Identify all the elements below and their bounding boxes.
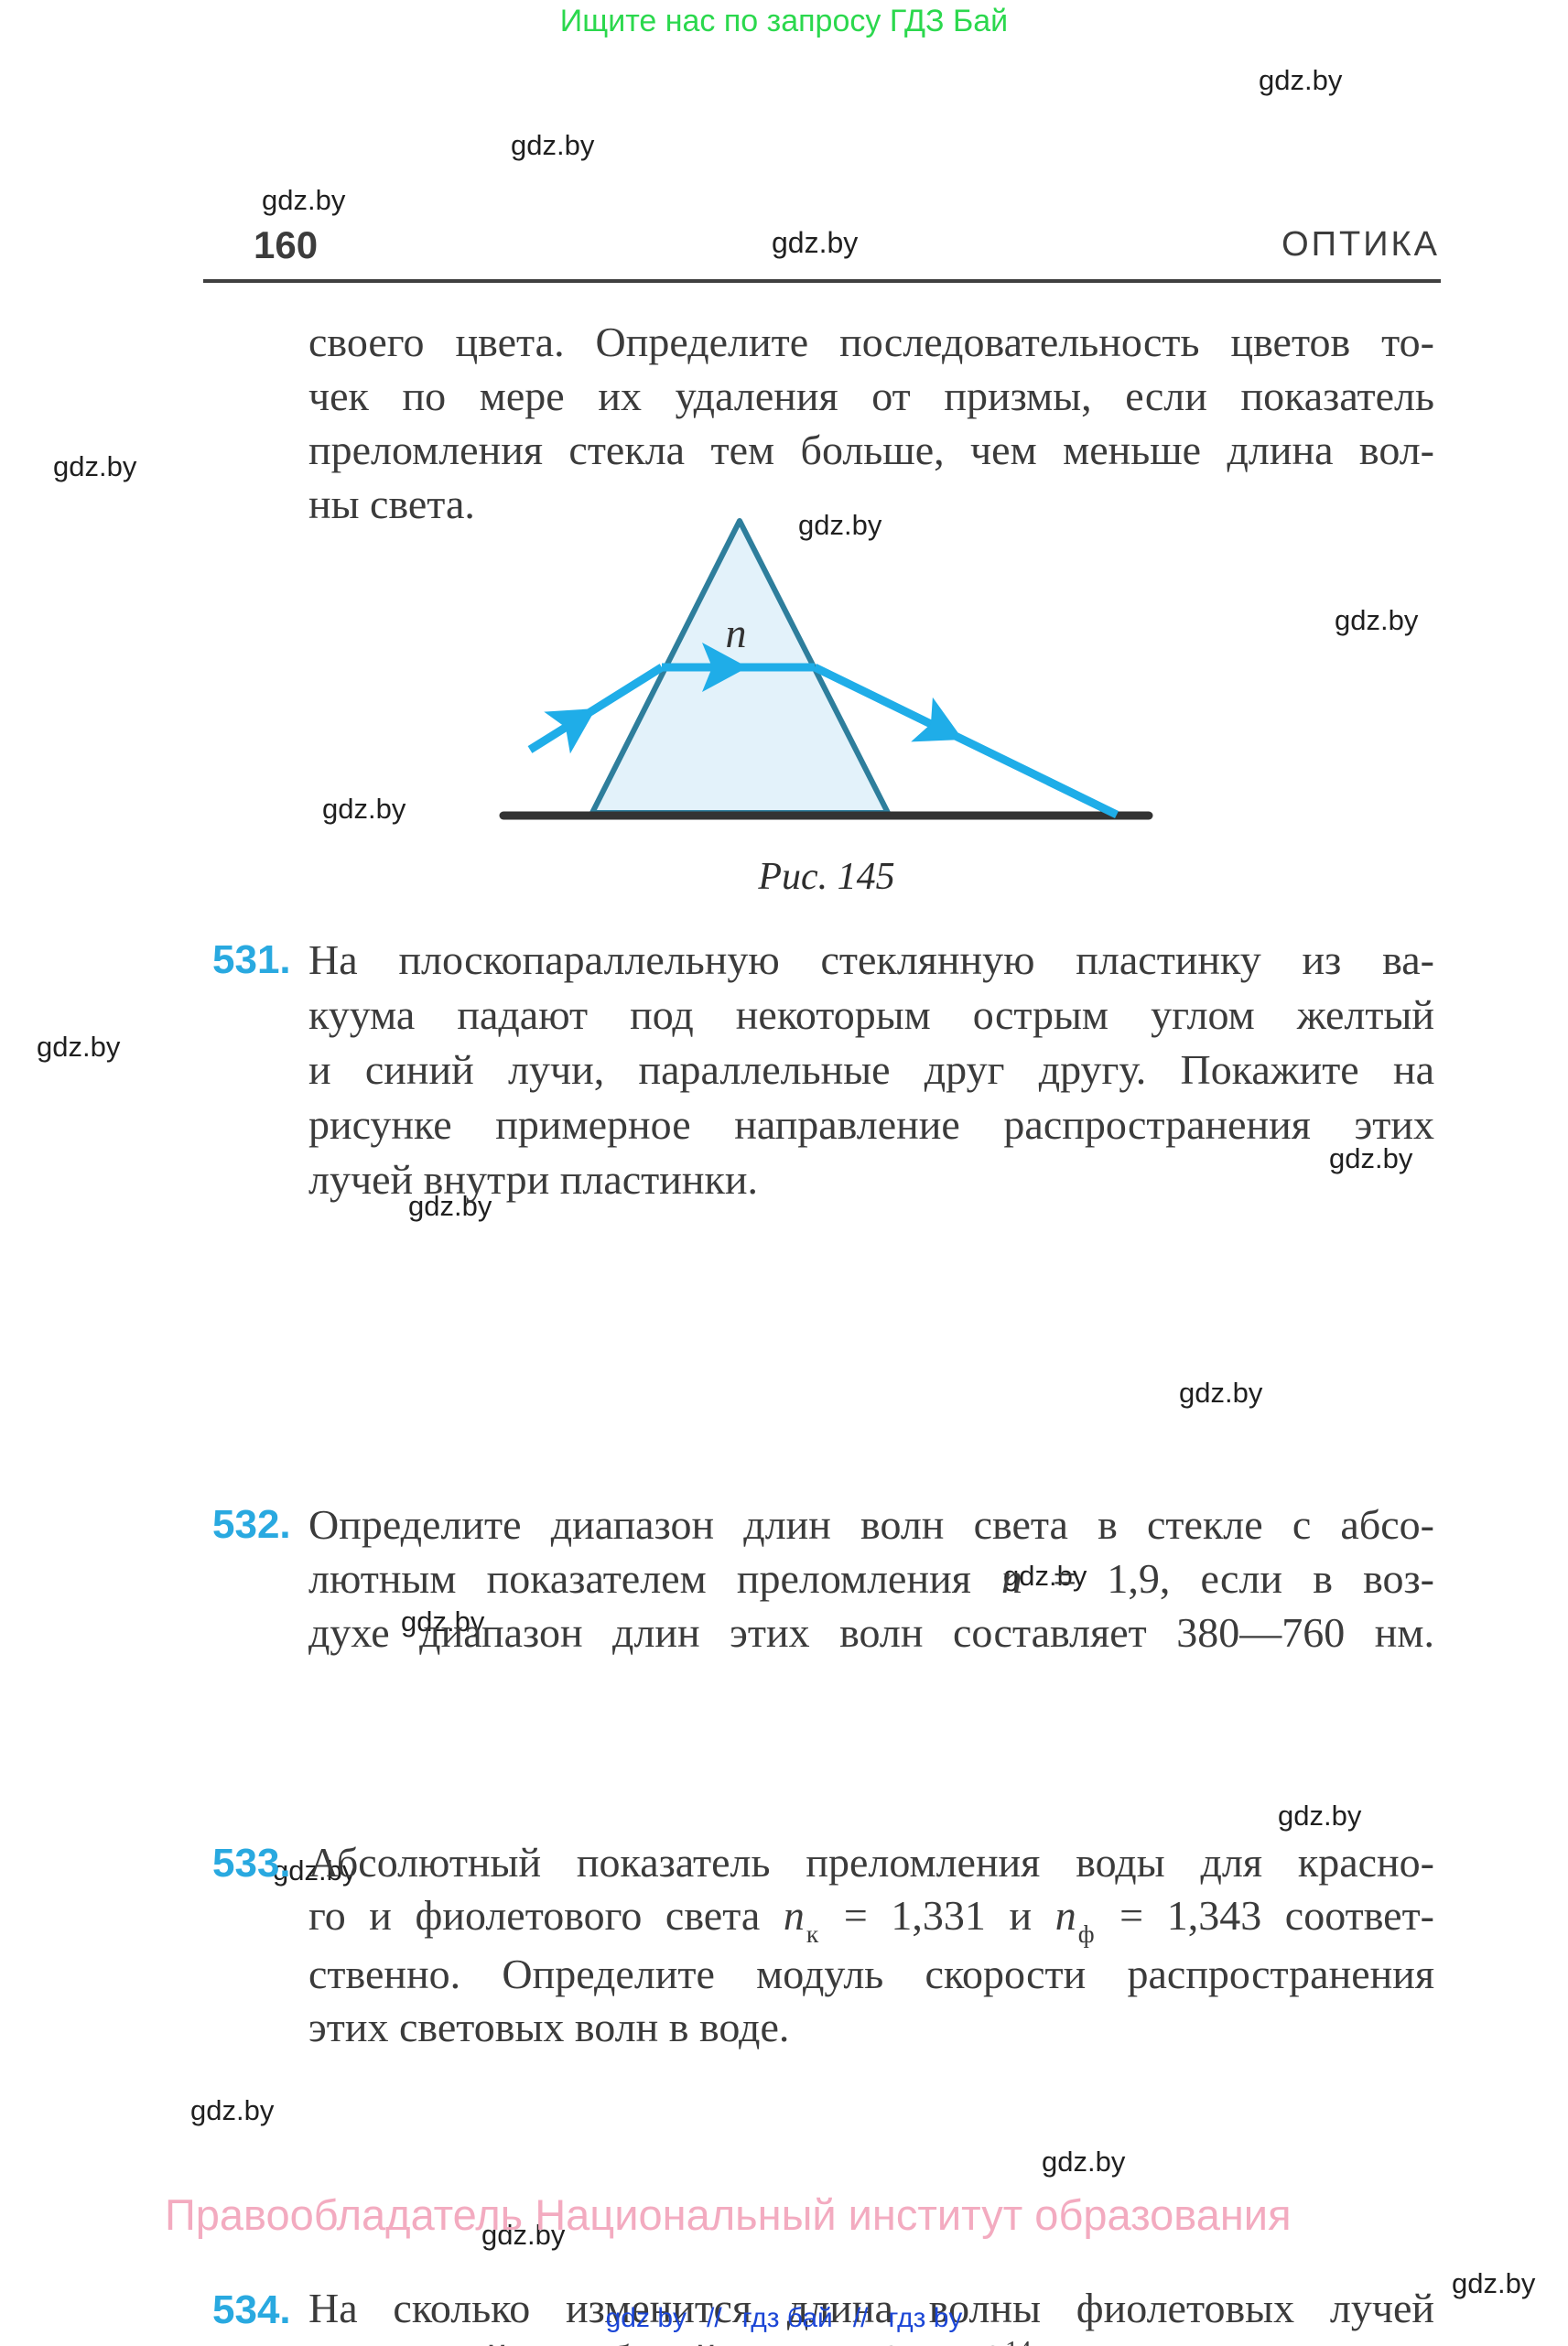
math-subscript: к [806,1919,819,1949]
text-line: рисунке примерное направление распростра… [308,1101,1434,1148]
gdz-watermark: gdz.by [322,793,406,825]
gdz-watermark: gdz.by [408,1190,492,1222]
gdz-watermark: gdz.by [401,1605,485,1638]
text-line: своего цвета. Определите последовательно… [308,319,1434,365]
gdz-link[interactable]: гдз бай [741,2303,833,2333]
gdz-watermark: gdz.by [772,226,859,259]
math-subscript: ф [1077,1919,1095,1949]
text-line: преломления стекла тем больше, чем меньш… [308,427,1434,473]
text-line: Определите диапазон длин волн света в ст… [308,1501,1434,1548]
top-banner-text: Ищите нас по запросу ГДЗ Бай [559,4,1009,38]
text-segment: = 1,331 и [820,1892,1055,1939]
text-line: духе диапазон длин этих волн составляет … [308,1609,1434,1656]
text-line: этих световых волн в воде. [308,2004,790,2050]
gdz-watermark: gdz.by [1259,64,1343,96]
copyright-notice: Правообладатель Национальный институт об… [165,2190,1292,2239]
text-line: и синий лучи, параллельные друг другу. П… [308,1046,1434,1093]
section-title: ОПТИКА [1281,225,1440,264]
refraction-index-label: n [726,610,747,656]
gdz-watermark: gdz.by [798,509,882,541]
intro-paragraph: своего цвета. Определите последовательно… [308,315,1434,531]
math-variable: n [783,1892,805,1939]
refracted-ray [813,663,1119,819]
text-segment: го и фиолетового света [308,1892,784,1939]
text-line: го и фиолетового света nк = 1,331 и nф =… [308,1889,1434,1948]
header-rule [203,279,1441,283]
text-segment: Гц при переходе из [1032,2336,1434,2346]
problem-number: 534. [212,2287,291,2332]
gdz-link[interactable]: gdz by [605,2303,687,2333]
math-superscript: 14 [1005,2337,1032,2346]
text-segment: с частотой колебаний [308,2336,740,2346]
text-segment: = 7,50 · 10 [759,2336,1003,2346]
text-line: ственно. Определите модуль скорости расп… [308,1951,1434,1997]
arrowhead-icon [911,697,963,742]
text-line: лютным показателем преломления n = 1,9, … [308,1551,1434,1605]
text-line: с частотой колебаний ν = 7,50 · 1014 Гц … [308,2334,1434,2346]
gdz-watermark: gdz.by [1179,1377,1263,1409]
gdz-watermark: gdz.by [53,450,137,482]
bottom-links: gdz by // гдз бай // гдз by [0,2303,1568,2334]
text-segment: лютным показателем преломления [308,1555,1002,1602]
gdz-watermark: gdz.by [190,2094,275,2126]
figure-caption: Рис. 145 [758,856,895,898]
problem-534: 534. На сколько изменится длина волны фи… [212,2283,1434,2346]
problem-number: 533. [212,1841,291,1886]
problem-number: 532. [212,1502,291,1547]
text-segment: = 1,343 соответ- [1096,1892,1435,1939]
problem-531: 531. На плоскопараллельную стеклянную пл… [212,933,1434,1207]
text-line: лучей внутри пластинки. [308,1156,758,1203]
gdz-watermark: gdz.by [37,1031,121,1063]
gdz-watermark: gdz.by [1452,2267,1536,2299]
gdz-link[interactable]: гдз by [888,2303,963,2333]
text-line: чек по мере их удаления от призмы, если … [308,373,1434,419]
gdz-watermark: gdz.by [481,2219,566,2251]
problem-532: 532. Определите диапазон длин волн света… [212,1497,1434,1659]
gdz-watermark: gdz.by [511,129,595,161]
gdz-watermark: gdz.by [1335,604,1419,636]
text-line: куума падают под некоторым острым углом … [308,991,1434,1038]
arrowhead-icon [702,643,748,692]
text-line: Абсолютный показатель преломления воды д… [308,1839,1434,1886]
math-variable: ν [740,2336,758,2346]
page-number: 160 [254,223,319,266]
gdz-watermark: gdz.by [262,184,346,216]
gdz-watermark: gdz.by [1003,1560,1087,1592]
problem-number: 531. [212,937,291,982]
math-variable: n [1054,1892,1076,1939]
problem-533: 533. Абсолютный показатель преломления в… [212,1836,1434,2054]
text-line: На сколько изменится длина волны фиолето… [308,2285,1434,2331]
arrowhead-icon [544,708,596,754]
gdz-watermark: gdz.by [1329,1142,1413,1174]
text-segment: = 1,9, если в воз- [1022,1555,1434,1602]
text-line: ны света. [308,481,475,527]
gdz-watermark: gdz.by [1042,2146,1126,2178]
link-separator: // [852,2303,869,2333]
link-separator: // [707,2303,722,2333]
prism-figure: n [499,518,1153,820]
gdz-watermark: gdz.by [1278,1800,1362,1832]
gdz-watermark: gdz.by [273,1854,357,1887]
math-variable: n [1001,1555,1023,1602]
text-line: На плоскопараллельную стеклянную пластин… [308,936,1434,983]
